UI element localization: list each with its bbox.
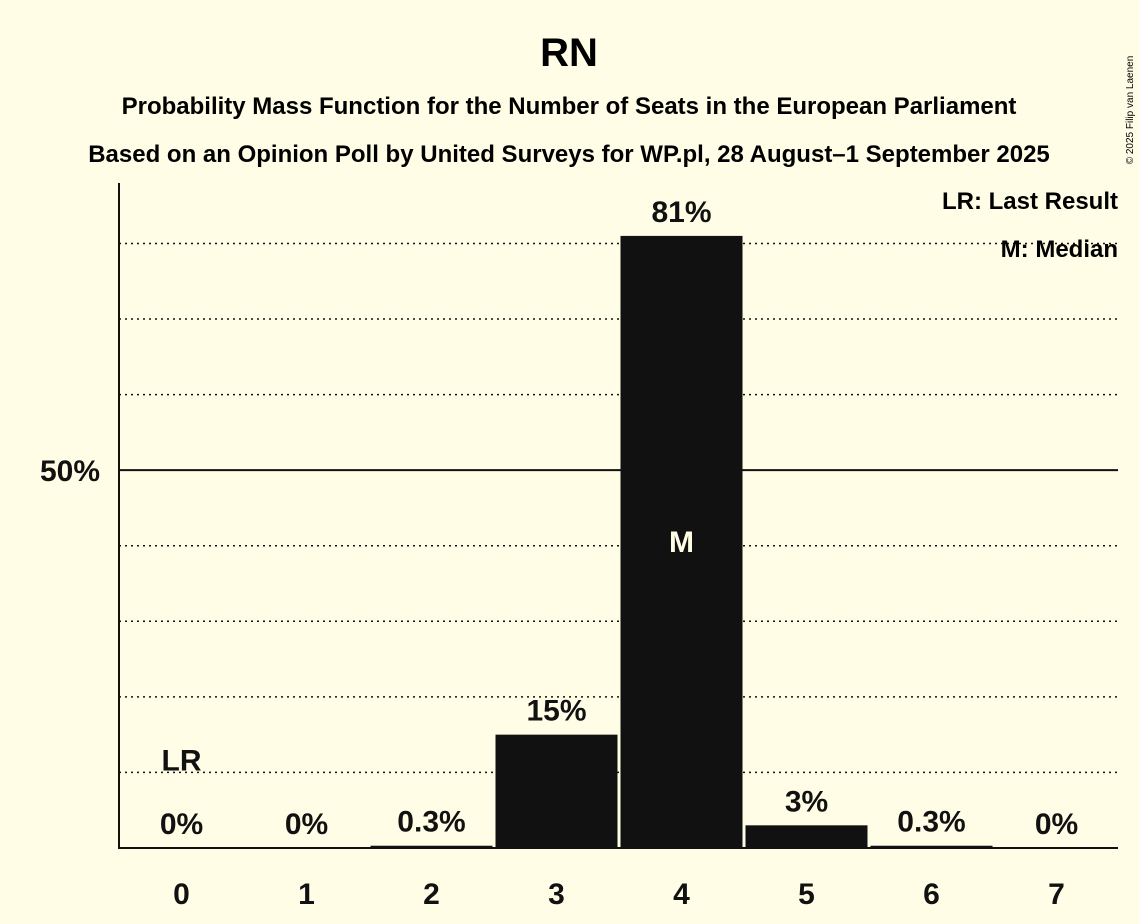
chart-subtitle-1: Probability Mass Function for the Number… — [122, 93, 1017, 120]
legend-last-result: LR: Last Result — [942, 188, 1118, 215]
x-tick-7: 7 — [1048, 878, 1065, 911]
x-tick-2: 2 — [423, 878, 440, 911]
value-label-6: 0.3% — [897, 806, 965, 839]
median-marker: M — [669, 526, 694, 559]
value-labels: 0% 0% 0.3% 15% 81% 3% 0.3% 0% M LR — [160, 196, 1078, 841]
x-tick-labels: 0 1 2 3 4 5 6 7 — [173, 878, 1065, 911]
bar-6 — [870, 845, 993, 848]
value-label-1: 0% — [285, 808, 328, 841]
legend-median: M: Median — [1001, 236, 1118, 263]
value-label-3: 15% — [526, 695, 586, 728]
value-label-5: 3% — [785, 785, 828, 818]
bar-4 — [620, 235, 743, 849]
x-tick-6: 6 — [923, 878, 940, 911]
chart-subtitle-2: Based on an Opinion Poll by United Surve… — [88, 141, 1050, 168]
y-tick-50: 50% — [40, 455, 100, 488]
y-tick-labels: 50% — [40, 455, 100, 488]
value-label-0: 0% — [160, 808, 203, 841]
bars — [370, 235, 993, 849]
chart-title: RN — [540, 31, 598, 75]
x-tick-0: 0 — [173, 878, 190, 911]
bar-2 — [370, 845, 493, 848]
x-tick-1: 1 — [298, 878, 315, 911]
value-label-4: 81% — [651, 196, 711, 229]
x-tick-4: 4 — [673, 878, 690, 911]
x-tick-3: 3 — [548, 878, 565, 911]
gridlines — [119, 242, 1118, 774]
x-tick-5: 5 — [798, 878, 815, 911]
copyright-notice: © 2025 Filip van Laenen — [1125, 56, 1136, 165]
axes — [118, 183, 1118, 849]
value-label-7: 0% — [1035, 808, 1078, 841]
bar-5 — [745, 825, 868, 848]
bar-3 — [495, 734, 618, 848]
last-result-marker: LR — [162, 744, 202, 777]
value-label-2: 0.3% — [397, 806, 465, 839]
